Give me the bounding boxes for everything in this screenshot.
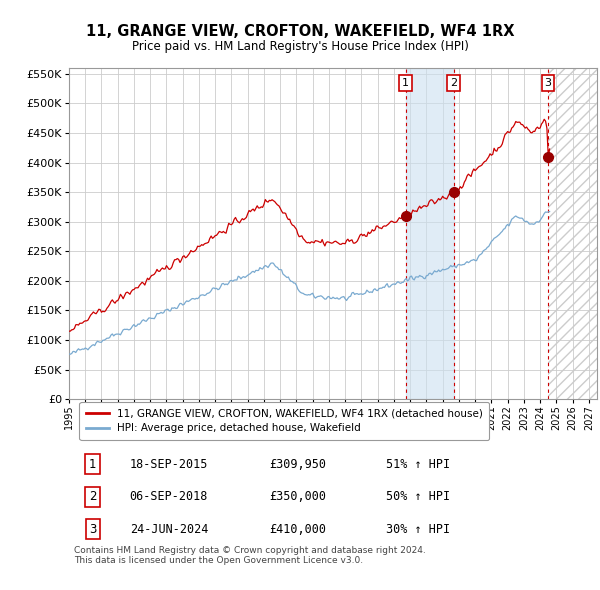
- Text: 2: 2: [89, 490, 97, 503]
- Text: £410,000: £410,000: [269, 523, 326, 536]
- Legend: 11, GRANGE VIEW, CROFTON, WAKEFIELD, WF4 1RX (detached house), HPI: Average pric: 11, GRANGE VIEW, CROFTON, WAKEFIELD, WF4…: [79, 402, 489, 440]
- Text: 11, GRANGE VIEW, CROFTON, WAKEFIELD, WF4 1RX: 11, GRANGE VIEW, CROFTON, WAKEFIELD, WF4…: [86, 24, 514, 38]
- Bar: [548, 68, 597, 399]
- Text: Price paid vs. HM Land Registry's House Price Index (HPI): Price paid vs. HM Land Registry's House …: [131, 40, 469, 53]
- Text: 51% ↑ HPI: 51% ↑ HPI: [386, 458, 450, 471]
- Text: 24-JUN-2024: 24-JUN-2024: [130, 523, 208, 536]
- Text: 30% ↑ HPI: 30% ↑ HPI: [386, 523, 450, 536]
- Text: Contains HM Land Registry data © Crown copyright and database right 2024.
This d: Contains HM Land Registry data © Crown c…: [74, 546, 426, 565]
- Text: 1: 1: [402, 78, 409, 88]
- Text: £309,950: £309,950: [269, 458, 326, 471]
- Text: 50% ↑ HPI: 50% ↑ HPI: [386, 490, 450, 503]
- Text: 18-SEP-2015: 18-SEP-2015: [130, 458, 208, 471]
- Text: 2: 2: [450, 78, 457, 88]
- Text: £350,000: £350,000: [269, 490, 326, 503]
- Text: 3: 3: [544, 78, 551, 88]
- Text: 1: 1: [89, 458, 97, 471]
- Bar: [406, 68, 454, 399]
- Text: 3: 3: [89, 523, 97, 536]
- Text: 06-SEP-2018: 06-SEP-2018: [130, 490, 208, 503]
